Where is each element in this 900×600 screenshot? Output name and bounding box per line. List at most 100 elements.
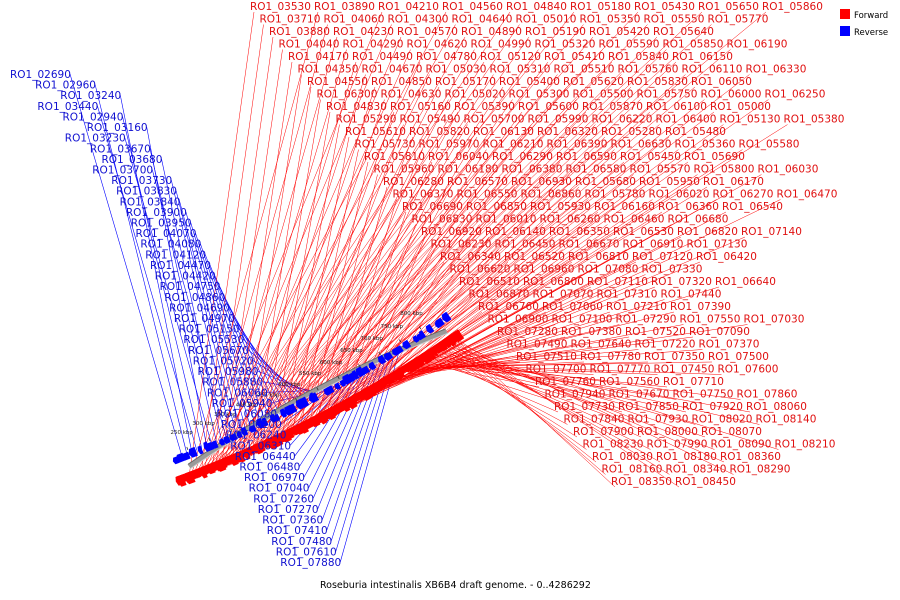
map-title: Roseburia intestinalis XB6B4 draft genom… <box>320 580 591 591</box>
forward-connector <box>441 351 578 438</box>
forward-gene-label: RO1_05820 <box>409 126 470 138</box>
forward-connector <box>192 11 447 481</box>
forward-connector <box>234 61 421 464</box>
scale-tick-label: 600 kbp <box>320 360 343 366</box>
reverse-connector <box>161 158 222 441</box>
forward-connector <box>451 344 661 463</box>
forward-gene-label: RO1_06470 <box>777 189 838 201</box>
forward-gene-label: RO1_05950 <box>639 176 700 188</box>
forward-gene-label: RO1_06220 <box>592 114 653 126</box>
forward-gene-label: RO1_06360 <box>658 201 719 213</box>
legend-reverse-label: Reverse <box>854 28 888 38</box>
forward-gene-label: RO1_07700 <box>526 364 587 376</box>
forward-gene-label: RO1_05750 <box>637 89 698 101</box>
reverse-gene <box>248 424 257 433</box>
forward-connector <box>272 111 395 447</box>
forward-gene-label: RO1_06850 <box>466 201 527 213</box>
forward-gene-label: RO1_05510 <box>554 64 615 76</box>
forward-connector <box>432 356 623 413</box>
forward-connector <box>251 86 312 456</box>
forward-gene-label: RO1_05960 <box>374 164 435 176</box>
reverse-connector <box>124 137 212 445</box>
forward-gene-label: RO1_05400 <box>499 76 560 88</box>
reverse-gene-label: RO1_06480 <box>239 462 300 474</box>
forward-gene-label: RO1_07670 <box>609 389 670 401</box>
forward-connector <box>205 24 520 476</box>
forward-connector <box>437 353 632 425</box>
forward-gene-label: RO1_07130 <box>687 239 748 251</box>
reverse-connector <box>175 190 237 435</box>
scale-tick-label: 750 kbp <box>381 324 404 330</box>
forward-gene-label: RO1_06630 <box>611 139 672 151</box>
reverse-gene-label: RO1_06970 <box>244 472 305 484</box>
forward-gene-label: RO1_08290 <box>730 464 791 476</box>
forward-gene-label: RO1_07440 <box>661 289 722 301</box>
forward-connector <box>211 36 274 473</box>
forward-gene-label: RO1_06160 <box>594 201 655 213</box>
forward-connector <box>363 249 435 400</box>
forward-connector <box>442 350 642 438</box>
reverse-gene <box>203 441 211 452</box>
forward-gene-label: RO1_07080 <box>578 264 639 276</box>
forward-gene <box>452 329 465 343</box>
forward-gene-label: RO1_04990 <box>471 39 532 51</box>
forward-gene-label: RO1_07600 <box>718 364 779 376</box>
forward-gene-label: RO1_07390 <box>670 301 731 313</box>
forward-gene-label: RO1_05990 <box>528 114 589 126</box>
forward-connector <box>223 49 411 469</box>
forward-gene-label: RO1_05480 <box>665 126 726 138</box>
forward-gene-label: RO1_08160 <box>602 464 663 476</box>
forward-connector <box>240 74 302 461</box>
forward-connector <box>417 361 713 368</box>
reverse-gene <box>261 417 269 427</box>
forward-connector <box>208 24 648 475</box>
forward-connector <box>298 149 359 434</box>
reverse-gene-label: RO1_05980 <box>198 366 259 378</box>
forward-gene-label: RO1_04830 <box>326 101 387 113</box>
forward-gene-label: RO1_07900 <box>573 426 634 438</box>
scale-ticks: 250 kbp 300 kbp 350 kbp 400 kbp 450 kbp 500 k… <box>170 311 423 450</box>
forward-gene-label: RO1_04040 <box>279 39 340 51</box>
forward-connector <box>271 111 331 447</box>
forward-gene-label: RO1_08230 <box>583 439 644 451</box>
forward-gene-label: RO1_06960 <box>514 264 575 276</box>
forward-gene-label: RO1_05640 <box>653 26 714 38</box>
forward-gene-label: RO1_04850 <box>371 76 432 88</box>
forward-gene-label: RO1_06570 <box>447 176 508 188</box>
reverse-gene-label: RO1_02940 <box>63 111 124 123</box>
reverse-gene-label: RO1_03830 <box>116 186 177 198</box>
forward-gene-label: RO1_06000 <box>701 89 762 101</box>
forward-gene-label: RO1_07090 <box>689 326 750 338</box>
reverse-connector <box>94 84 188 455</box>
forward-connector <box>445 348 587 450</box>
forward-connector <box>313 161 625 427</box>
forward-gene-label: RO1_05030 <box>426 64 487 76</box>
forward-gene-label: RO1_08030 <box>592 451 653 463</box>
scale-tick <box>273 408 276 412</box>
forward-gene-label: RO1_07760 <box>535 376 596 388</box>
forward-connector <box>231 61 293 465</box>
forward-gene-label: RO1_06760 <box>478 301 539 313</box>
forward-gene-label: RO1_06680 <box>668 214 729 226</box>
forward-gene-label: RO1_07060 <box>542 301 603 313</box>
forward-gene-label: RO1_06100 <box>646 101 707 113</box>
reverse-gene <box>188 446 198 458</box>
reverse-gene-label: RO1_02690 <box>10 69 71 81</box>
scale-tick-label: 450 kbp <box>257 392 280 398</box>
forward-gene-label: RO1_06530 <box>613 226 674 238</box>
forward-connector <box>429 359 677 400</box>
forward-gene-label: RO1_06180 <box>438 164 499 176</box>
forward-gene-label: RO1_06150 <box>672 51 733 63</box>
reverse-gene-label: RO1_05670 <box>188 345 249 357</box>
forward-gene-label: RO1_04550 <box>307 76 368 88</box>
forward-connector <box>250 74 750 457</box>
forward-gene-label: RO1_05550 <box>644 14 705 26</box>
forward-gene-label: RO1_07070 <box>533 289 594 301</box>
reverse-gene-label: RO1_03230 <box>65 133 126 145</box>
forward-connector <box>201 24 328 477</box>
forward-gene <box>364 385 375 399</box>
forward-gene-label: RO1_08210 <box>775 439 836 451</box>
forward-gene-label: RO1_07350 <box>644 351 705 363</box>
forward-gene-label: RO1_06020 <box>649 189 710 201</box>
